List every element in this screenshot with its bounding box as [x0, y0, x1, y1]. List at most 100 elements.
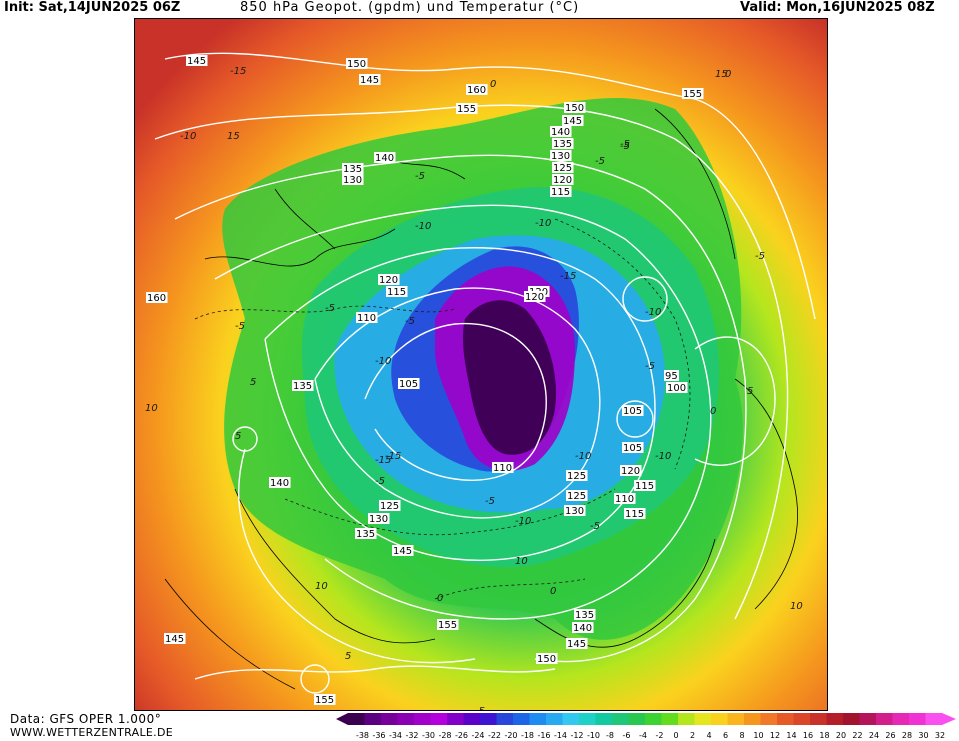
temperature-label: 0: [550, 586, 556, 597]
legend-cell: [909, 713, 926, 725]
legend-cell: [711, 713, 728, 725]
temperature-label: -5: [375, 476, 385, 487]
legend-cell: [859, 713, 877, 725]
legend-cell: [925, 713, 943, 725]
temperature-label: 10: [790, 601, 803, 612]
legend-tick-label: 16: [803, 731, 813, 740]
temperature-label: -5: [755, 251, 765, 262]
geopotential-label: 150: [565, 103, 584, 114]
geopotential-label: 135: [553, 139, 572, 150]
geopotential-label-box: [359, 74, 381, 85]
geopotential-label-box: [550, 126, 572, 137]
geopotential-label: 160: [467, 85, 486, 96]
geopotential-label: 105: [623, 443, 642, 454]
legend-cells: [336, 713, 956, 725]
init-time: Init: Sat,14JUN2025 06Z: [4, 0, 181, 15]
temperature-label: -5: [595, 156, 605, 167]
legend-cell: [348, 713, 365, 725]
geopotential-label-box: [292, 380, 314, 391]
website-link[interactable]: WWW.WETTERZENTRALE.DE: [10, 726, 173, 739]
legend-tick-label: 12: [770, 731, 780, 740]
data-source: Data: GFS OPER 1.000°: [10, 712, 162, 726]
geopotential-label: 120: [553, 175, 572, 186]
temperature-label: 15: [227, 131, 240, 142]
temperature-labels: -15 -10 0 -5 -5 0 -5 -10 -15 -10 -5 -10 -15 -10 -5 -10 -…: [145, 66, 803, 710]
geopotential-label: 120: [379, 275, 398, 286]
geopotential-label-box: [379, 500, 401, 511]
geopotential-label-box: [552, 138, 574, 149]
legend-cell: [414, 713, 431, 725]
temperature-label: -5: [475, 706, 485, 710]
geopotential-label-box: [562, 115, 584, 126]
geopotential-label: 135: [356, 529, 375, 540]
geopotential-label: 155: [683, 89, 702, 100]
legend-tick-label: 28: [902, 731, 912, 740]
geopotential-label: 155: [315, 695, 334, 706]
temperature-label: -10: [515, 516, 531, 527]
geopotential-label: 95: [665, 371, 678, 382]
temperature-label: 10: [315, 581, 328, 592]
legend-tick-label: 4: [706, 731, 711, 740]
geopotential-label-box: [368, 513, 390, 524]
legend-cell: [661, 713, 679, 725]
temperature-label: -5: [485, 496, 495, 507]
legend-tick-label: -30: [422, 731, 435, 740]
legend-cell: [480, 713, 497, 725]
geopotential-label-box: [314, 694, 336, 705]
geopotential-label-box: [398, 378, 420, 389]
temperature-label: -10: [415, 221, 431, 232]
geopotential-label: 145: [563, 116, 582, 127]
geopotential-label: 115: [635, 481, 654, 492]
coastlines: [164, 108, 798, 690]
geopotential-label-box: [342, 174, 364, 185]
geopotential-label: 155: [438, 620, 457, 631]
legend-tick-label: -12: [570, 731, 583, 740]
geopotential-label-box: [614, 493, 636, 504]
geopotential-label-box: [634, 480, 656, 491]
geopotential-label: 100: [667, 383, 686, 394]
legend-cell: [463, 713, 481, 725]
geopotential-label: 130: [369, 514, 388, 525]
legend-cell: [744, 713, 761, 725]
geopotential-label-box: [378, 274, 400, 285]
geopotential-label: 135: [575, 610, 594, 621]
geopotential-label-box: [664, 370, 679, 381]
geopotential-label-box: [550, 150, 572, 161]
legend-cell: [645, 713, 662, 725]
legend-cell: [513, 713, 530, 725]
geopotential-label: 155: [457, 104, 476, 115]
legend-cell: [810, 713, 827, 725]
geopotential-label-box: [564, 505, 586, 516]
legend-arrow-right: [942, 713, 956, 725]
legend-tick-label: -6: [623, 731, 631, 740]
geopotential-label: 125: [567, 491, 586, 502]
geopotential-label-box: [552, 162, 574, 173]
geopotential-label-box: [622, 405, 644, 416]
legend-cell: [678, 713, 695, 725]
legend-tick-label: -14: [554, 731, 567, 740]
temperature-label: -10: [645, 307, 661, 318]
geopotential-label-box: [164, 633, 186, 644]
legend-tick-label: 8: [739, 731, 744, 740]
legend-tick-label: -4: [639, 731, 647, 740]
legend-tick-label: -22: [488, 731, 501, 740]
legend-tick-label: -24: [471, 731, 484, 740]
legend-cell: [496, 713, 514, 725]
legend-tick-label: -10: [587, 731, 600, 740]
geopotential-label: 145: [165, 634, 184, 645]
geopotential-label: 130: [565, 506, 584, 517]
temperature-label: 5: [345, 651, 351, 662]
geopotential-label: 140: [573, 623, 592, 634]
geopotential-label-box: [524, 291, 546, 302]
geopotential-label-box: [682, 88, 704, 99]
geopotential-label-box: [269, 477, 291, 488]
geopotential-label: 140: [551, 127, 570, 138]
temperature-label: -5: [415, 171, 425, 182]
geopotential-label: 125: [567, 471, 586, 482]
legend-tick-label: -26: [455, 731, 468, 740]
temperature-label: -10: [375, 356, 391, 367]
legend-tick-label: 14: [786, 731, 796, 740]
legend-tick-label: -34: [389, 731, 402, 740]
temperature-label: 0: [725, 69, 731, 80]
